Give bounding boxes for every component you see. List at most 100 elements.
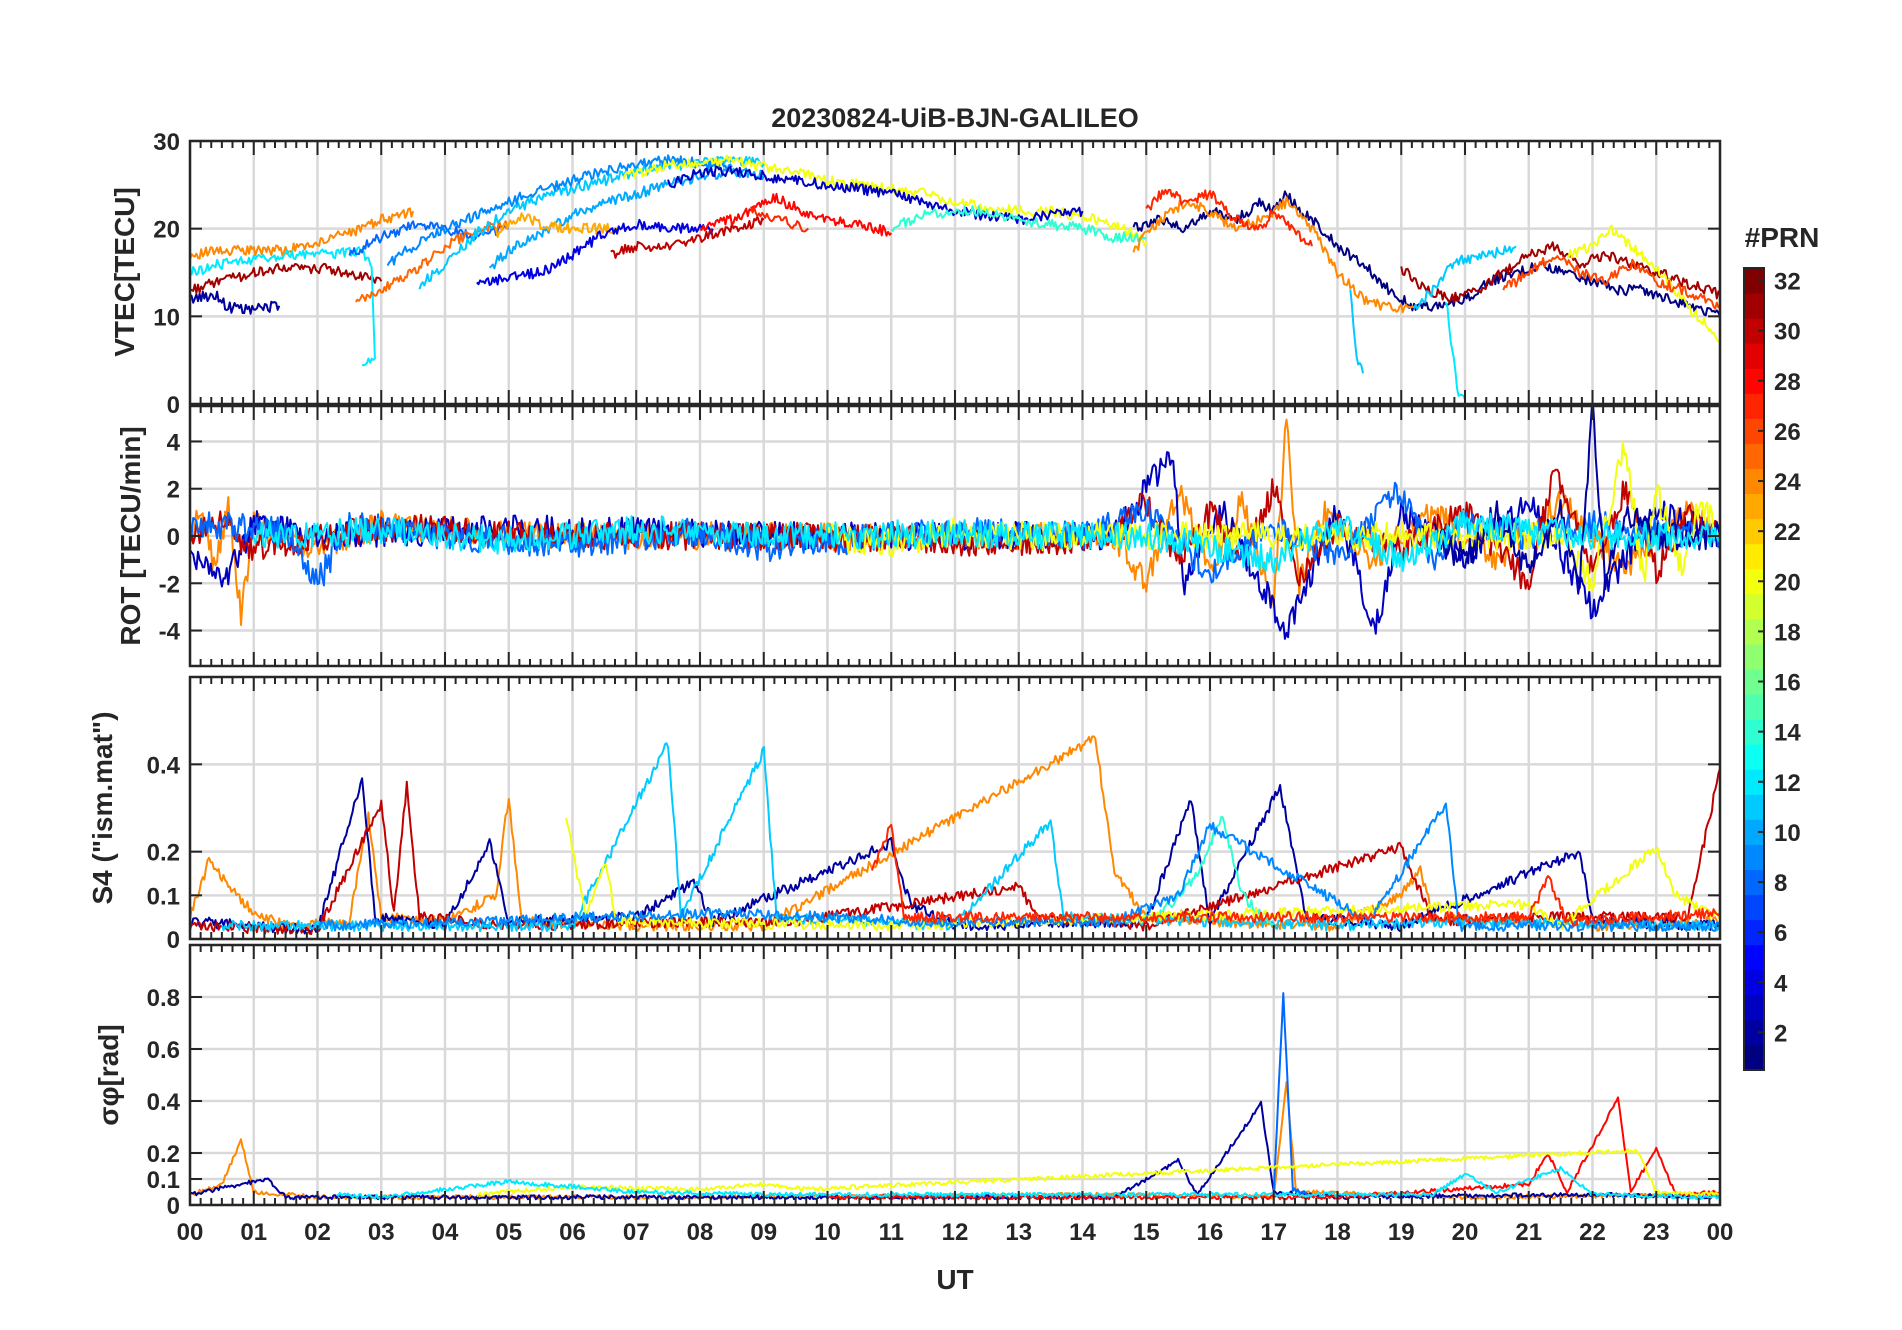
colorbar-tick-label-8: 18 bbox=[1774, 619, 1801, 646]
colorbar-segments bbox=[1744, 268, 1764, 1071]
x-tick-label-12: 12 bbox=[942, 1219, 969, 1246]
panel-vtec-series-16 bbox=[890, 205, 1147, 244]
panel-vtec-series-17 bbox=[1132, 190, 1720, 317]
colorbar-segment-2 bbox=[1744, 1019, 1764, 1046]
colorbar-segment-4 bbox=[1744, 969, 1764, 996]
panel-vtec-series-22 bbox=[1413, 245, 1517, 310]
x-axis-label: UT bbox=[936, 1264, 973, 1295]
x-tick-label-16: 16 bbox=[1197, 1219, 1224, 1246]
colorbar-tick-label-5: 12 bbox=[1774, 770, 1801, 797]
colorbar-segment-8 bbox=[1744, 869, 1764, 896]
panel-rot-series bbox=[190, 406, 1720, 640]
colorbar-segment-1 bbox=[1744, 1044, 1764, 1071]
colorbar-segment-24 bbox=[1744, 468, 1764, 495]
x-tick-label-22: 22 bbox=[1579, 1219, 1606, 1246]
colorbar-tick-label-1: 4 bbox=[1774, 970, 1788, 997]
panel-vtec-y-ticks: 0 10 20 30 bbox=[153, 129, 1720, 419]
colorbar-segment-19 bbox=[1744, 593, 1764, 620]
colorbar-label: #PRN bbox=[1745, 222, 1820, 253]
colorbar-tick-label-15: 32 bbox=[1774, 269, 1801, 296]
colorbar-segment-6 bbox=[1744, 919, 1764, 946]
x-tick-label-10: 10 bbox=[814, 1219, 841, 1246]
panel-vtec-series-9 bbox=[495, 212, 618, 238]
x-tick-label-8: 08 bbox=[687, 1219, 714, 1246]
panel-sigma-phi-frame bbox=[188, 943, 1722, 1207]
colorbar-tick-label-0: 2 bbox=[1774, 1020, 1787, 1047]
colorbar-tick-label-2: 6 bbox=[1774, 920, 1787, 947]
colorbar-segment-17 bbox=[1744, 643, 1764, 670]
panel-sigma-phi: 00.10.2 0.4 0.6 0.8 σφ[rad] bbox=[93, 943, 1722, 1220]
colorbar-segment-32 bbox=[1744, 268, 1764, 294]
panel-rot-ytick-label-1: -2 bbox=[159, 571, 180, 598]
panel-vtec-series-6 bbox=[418, 155, 765, 290]
x-tick-label-6: 06 bbox=[559, 1219, 586, 1246]
panel-sigma-phi-ytick-label-5: 0.8 bbox=[147, 985, 180, 1012]
panel-sigma-phi-ytick-label-0: 0 bbox=[167, 1193, 180, 1220]
panel-rot-y-ticks: -4 -2 0 2 4 bbox=[159, 429, 1720, 646]
colorbar-tick-label-9: 20 bbox=[1774, 569, 1801, 596]
panel-rot-ylabel: ROT [TECU/min] bbox=[115, 426, 146, 645]
x-tick-label-21: 21 bbox=[1515, 1219, 1542, 1246]
colorbar-tick-label-10: 22 bbox=[1774, 519, 1801, 546]
x-tick-label-20: 20 bbox=[1452, 1219, 1479, 1246]
x-tick-label-11: 11 bbox=[879, 1219, 904, 1246]
panel-s4-ylabel: S4 ("ism.mat") bbox=[87, 711, 118, 904]
panel-vtec-series-14 bbox=[699, 192, 893, 237]
x-tick-label-4: 04 bbox=[432, 1219, 459, 1246]
panel-vtec-frame bbox=[188, 139, 1722, 406]
panel-vtec-series-25 bbox=[1502, 255, 1720, 310]
x-tick-label-23: 23 bbox=[1643, 1219, 1670, 1246]
panel-rot: -4 -2 0 2 4 ROT [TECU/min] bbox=[115, 404, 1722, 668]
panel-s4-series-7 bbox=[871, 823, 1720, 927]
colorbar-segment-7 bbox=[1744, 894, 1764, 921]
panel-s4-y-ticks: 0 0.1 0.2 0.4 bbox=[147, 752, 1720, 954]
panel-s4-series-5 bbox=[565, 817, 1720, 932]
x-tick-label-1: 01 bbox=[240, 1219, 267, 1246]
colorbar-segment-29 bbox=[1744, 343, 1764, 369]
panel-vtec-series-3 bbox=[190, 246, 376, 367]
panel-vtec-series-1 bbox=[190, 207, 415, 260]
panel-vtec-series-21 bbox=[1400, 241, 1720, 304]
colorbar-segment-5 bbox=[1744, 944, 1764, 971]
colorbar-tick-label-3: 8 bbox=[1774, 870, 1787, 897]
x-tick-label-18: 18 bbox=[1324, 1219, 1351, 1246]
panel-vtec-series-19 bbox=[1145, 188, 1313, 247]
x-axis-ticks: 00 01 02 03 04 05 06 07 08 09 10 11 12 13 14 15 16 17 18 19… bbox=[177, 1219, 1734, 1246]
panel-rot-series-5 bbox=[1433, 406, 1720, 591]
panel-vtec-ytick-label-0: 0 bbox=[167, 392, 180, 419]
colorbar-tick-label-11: 24 bbox=[1774, 469, 1801, 496]
panel-sigma-phi-y-ticks: 00.10.2 0.4 0.6 0.8 bbox=[147, 985, 1720, 1220]
x-tick-label-5: 05 bbox=[495, 1219, 522, 1246]
panel-sigma-phi-ytick-label-1: 0.1 bbox=[147, 1167, 180, 1194]
colorbar-segment-25 bbox=[1744, 443, 1764, 469]
x-tick-label-9: 09 bbox=[750, 1219, 777, 1246]
colorbar-segment-16 bbox=[1744, 669, 1764, 695]
x-tick-label-17: 17 bbox=[1260, 1219, 1287, 1246]
panel-rot-series-6 bbox=[252, 510, 1720, 574]
panel-sigma-phi-series-4 bbox=[476, 1148, 1720, 1198]
panel-vtec-series-10 bbox=[476, 218, 714, 286]
panel-vtec-series-15 bbox=[750, 206, 809, 233]
panel-sigma-phi-series-5 bbox=[336, 1165, 1720, 1200]
panel-sigma-phi-ytick-label-2: 0.2 bbox=[147, 1141, 180, 1168]
colorbar-segment-3 bbox=[1744, 994, 1764, 1021]
panel-s4-ytick-label-0: 0 bbox=[167, 927, 180, 954]
colorbar-segment-14 bbox=[1744, 719, 1764, 745]
colorbar-tick-label-4: 10 bbox=[1774, 820, 1801, 847]
colorbar-segment-28 bbox=[1744, 368, 1764, 394]
panel-vtec-series bbox=[190, 154, 1720, 400]
chart-title: 20230824-UiB-BJN-GALILEO bbox=[771, 103, 1139, 133]
colorbar-segment-26 bbox=[1744, 418, 1764, 444]
panel-vtec-ytick-label-1: 10 bbox=[153, 304, 180, 331]
panel-s4-ytick-label-1: 0.1 bbox=[147, 883, 180, 910]
x-tick-label-0: 00 bbox=[177, 1219, 204, 1246]
colorbar-tick-label-13: 28 bbox=[1774, 369, 1801, 396]
panel-vtec-series-8 bbox=[488, 167, 765, 270]
colorbar-segment-31 bbox=[1744, 293, 1764, 319]
panel-vtec-series-2 bbox=[190, 262, 383, 295]
panel-s4: 0 0.1 0.2 0.4 S4 ("ism.mat") bbox=[87, 675, 1722, 954]
panel-vtec: 0 10 20 30 VTEC[TECU] bbox=[109, 129, 1722, 419]
panel-s4-frame bbox=[188, 675, 1722, 941]
panel-sigma-phi-ytick-label-3: 0.4 bbox=[147, 1089, 181, 1116]
